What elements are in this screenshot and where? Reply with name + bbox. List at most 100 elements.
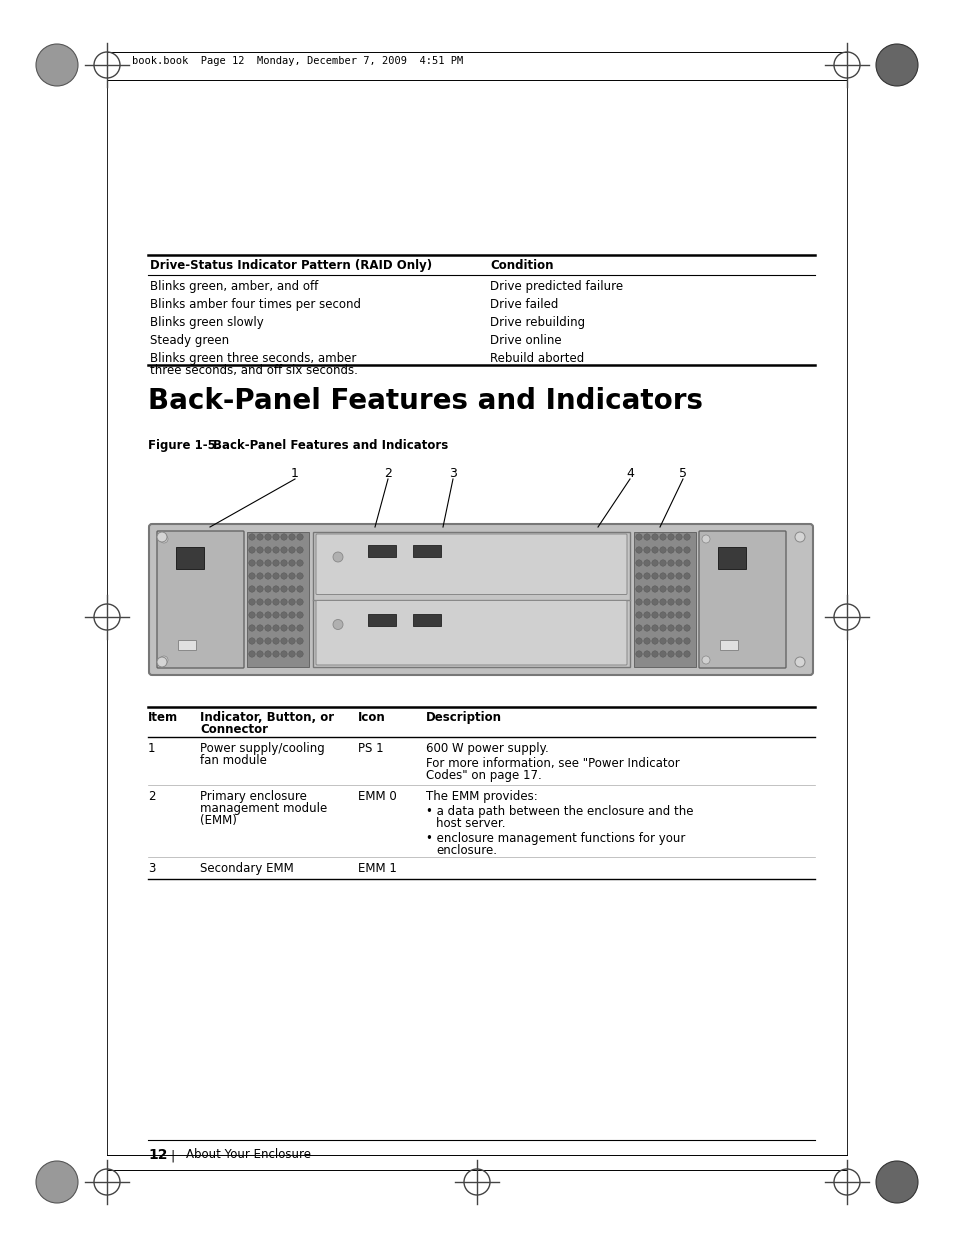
Bar xyxy=(720,640,738,650)
Circle shape xyxy=(289,637,294,645)
Circle shape xyxy=(667,547,674,553)
Circle shape xyxy=(289,573,294,579)
Circle shape xyxy=(273,559,279,566)
Circle shape xyxy=(675,534,681,540)
Text: 2: 2 xyxy=(148,790,155,803)
Text: Drive predicted failure: Drive predicted failure xyxy=(490,280,622,293)
Circle shape xyxy=(289,534,294,540)
Circle shape xyxy=(296,599,303,605)
Circle shape xyxy=(683,559,689,566)
Circle shape xyxy=(659,599,665,605)
Circle shape xyxy=(249,599,255,605)
Text: • enclosure management functions for your: • enclosure management functions for you… xyxy=(426,832,684,845)
Circle shape xyxy=(296,534,303,540)
Circle shape xyxy=(265,559,271,566)
Circle shape xyxy=(651,559,658,566)
Circle shape xyxy=(675,573,681,579)
Text: Indicator, Button, or: Indicator, Button, or xyxy=(200,711,334,724)
Circle shape xyxy=(675,547,681,553)
Text: Back-Panel Features and Indicators: Back-Panel Features and Indicators xyxy=(148,387,702,415)
Circle shape xyxy=(643,573,650,579)
Bar xyxy=(413,545,440,557)
Circle shape xyxy=(249,585,255,593)
Text: Codes" on page 17.: Codes" on page 17. xyxy=(426,769,541,782)
Bar xyxy=(634,532,696,667)
Circle shape xyxy=(296,585,303,593)
Circle shape xyxy=(256,534,263,540)
Circle shape xyxy=(280,585,287,593)
Text: Drive online: Drive online xyxy=(490,333,561,347)
Circle shape xyxy=(256,547,263,553)
Text: Secondary EMM: Secondary EMM xyxy=(200,862,294,876)
Circle shape xyxy=(683,534,689,540)
Text: EMM 0: EMM 0 xyxy=(357,790,396,803)
Circle shape xyxy=(667,559,674,566)
Circle shape xyxy=(667,637,674,645)
FancyBboxPatch shape xyxy=(699,531,785,668)
Text: Primary enclosure: Primary enclosure xyxy=(200,790,307,803)
Circle shape xyxy=(875,44,917,86)
Circle shape xyxy=(265,585,271,593)
Circle shape xyxy=(249,611,255,619)
Circle shape xyxy=(683,599,689,605)
Text: Description: Description xyxy=(426,711,501,724)
Circle shape xyxy=(643,559,650,566)
Circle shape xyxy=(249,625,255,631)
Circle shape xyxy=(280,547,287,553)
Text: 3: 3 xyxy=(148,862,155,876)
Circle shape xyxy=(265,534,271,540)
Circle shape xyxy=(265,611,271,619)
Text: Blinks green, amber, and off: Blinks green, amber, and off xyxy=(150,280,318,293)
Circle shape xyxy=(265,547,271,553)
Circle shape xyxy=(36,44,78,86)
Text: Item: Item xyxy=(148,711,178,724)
Text: Icon: Icon xyxy=(357,711,385,724)
Circle shape xyxy=(289,585,294,593)
Circle shape xyxy=(643,637,650,645)
Circle shape xyxy=(683,585,689,593)
Bar xyxy=(368,614,395,625)
Circle shape xyxy=(249,573,255,579)
Text: EMM 1: EMM 1 xyxy=(357,862,396,876)
Circle shape xyxy=(280,534,287,540)
Circle shape xyxy=(651,547,658,553)
Circle shape xyxy=(160,535,168,543)
Text: fan module: fan module xyxy=(200,755,267,767)
Text: Condition: Condition xyxy=(490,259,553,272)
Circle shape xyxy=(333,620,343,630)
Circle shape xyxy=(280,625,287,631)
Circle shape xyxy=(667,611,674,619)
Circle shape xyxy=(635,599,641,605)
Circle shape xyxy=(659,534,665,540)
Circle shape xyxy=(265,599,271,605)
Circle shape xyxy=(643,651,650,657)
Circle shape xyxy=(643,599,650,605)
Text: For more information, see "Power Indicator: For more information, see "Power Indicat… xyxy=(426,757,679,769)
Circle shape xyxy=(794,532,804,542)
Text: 12: 12 xyxy=(148,1149,168,1162)
Circle shape xyxy=(683,625,689,631)
Circle shape xyxy=(256,559,263,566)
Circle shape xyxy=(651,637,658,645)
Text: host server.: host server. xyxy=(436,818,505,830)
Circle shape xyxy=(675,611,681,619)
Text: 5: 5 xyxy=(679,467,686,480)
Circle shape xyxy=(683,547,689,553)
Circle shape xyxy=(273,585,279,593)
Circle shape xyxy=(635,534,641,540)
Text: Power supply/cooling: Power supply/cooling xyxy=(200,742,324,755)
Circle shape xyxy=(635,625,641,631)
Circle shape xyxy=(249,651,255,657)
Circle shape xyxy=(701,656,709,664)
Circle shape xyxy=(659,611,665,619)
Text: Blinks green slowly: Blinks green slowly xyxy=(150,316,263,329)
Circle shape xyxy=(701,535,709,543)
Circle shape xyxy=(667,625,674,631)
Circle shape xyxy=(157,532,167,542)
Circle shape xyxy=(635,611,641,619)
Text: 2: 2 xyxy=(384,467,392,480)
Text: (EMM): (EMM) xyxy=(200,814,236,827)
Bar xyxy=(178,640,195,650)
Circle shape xyxy=(273,637,279,645)
Circle shape xyxy=(643,547,650,553)
